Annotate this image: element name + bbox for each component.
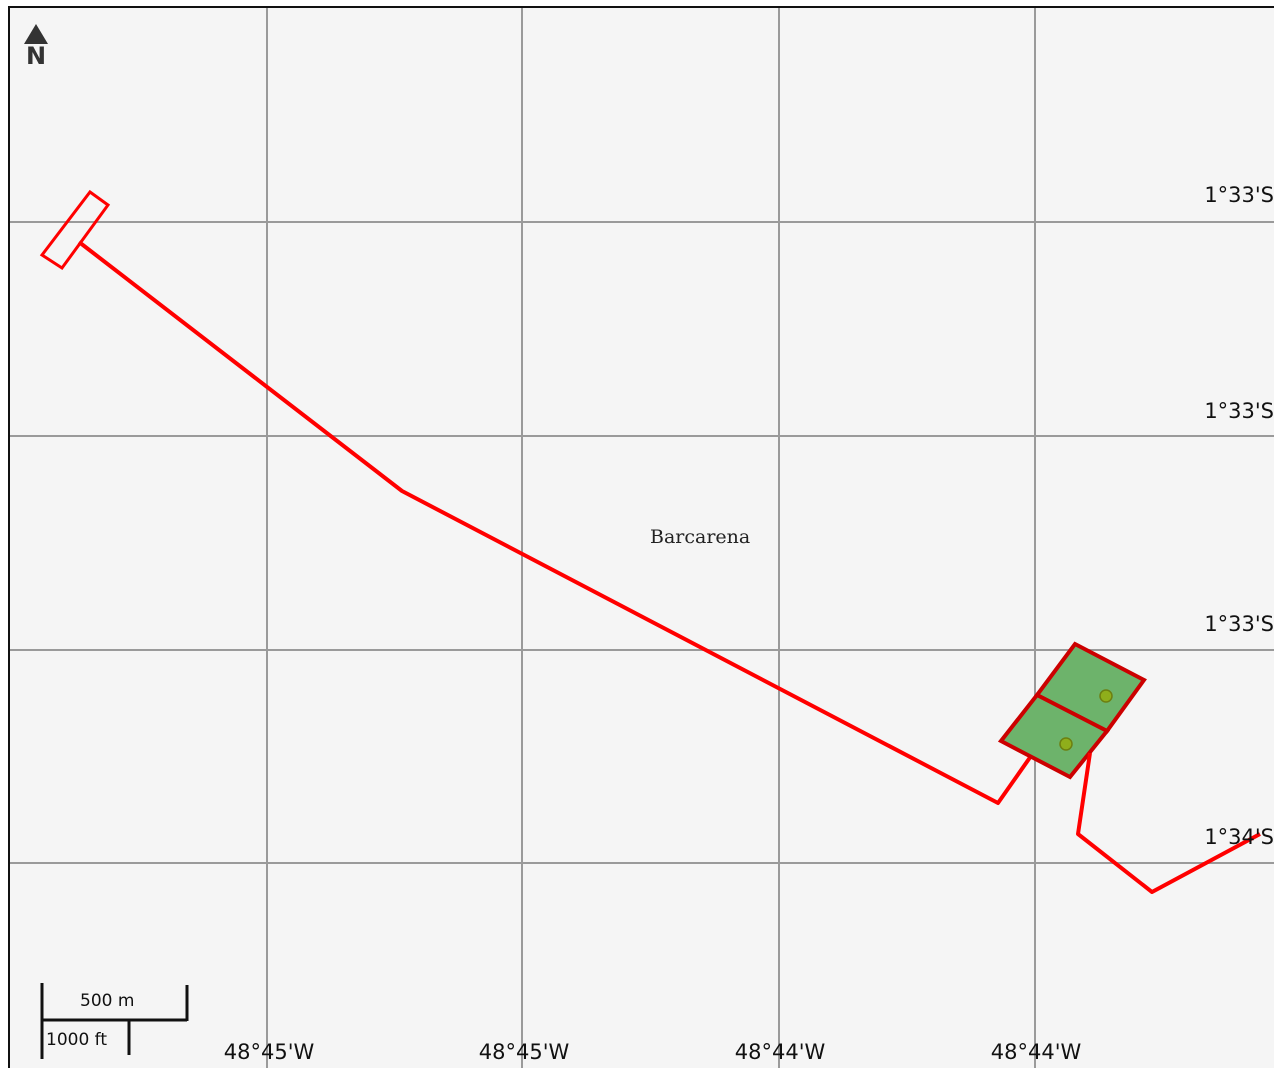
lon-label: 48°44'W	[990, 1040, 1082, 1064]
lon-label: 48°44'W	[734, 1040, 826, 1064]
lat-label: 1°33'S	[1204, 399, 1274, 423]
scale-bar-graphic	[40, 983, 189, 1059]
scale-imperial-label: 1000 ft	[46, 1030, 108, 1050]
route-line	[77, 240, 1033, 805]
map-drawing	[10, 8, 1274, 1068]
map-canvas[interactable]: N 1°33'S 1°33'S 1°33'S 1°34'S 48°45'W 48…	[8, 6, 1274, 1068]
north-label: N	[25, 42, 47, 70]
lon-label: 48°45'W	[478, 1040, 570, 1064]
north-arrow-icon	[24, 24, 48, 44]
lat-label: 1°33'S	[1204, 612, 1274, 636]
route-line-east	[1076, 752, 1261, 894]
lat-label: 1°33'S	[1204, 183, 1274, 207]
place-label: Barcarena	[650, 526, 751, 548]
start-parcel-outline	[39, 189, 111, 271]
site-marker	[1099, 689, 1113, 703]
north-arrow: N	[22, 22, 52, 74]
parcel-lower	[997, 692, 1111, 780]
site-marker	[1059, 737, 1073, 751]
scale-bar: 500 m 1000 ft	[40, 983, 200, 1063]
lon-label: 48°45'W	[223, 1040, 315, 1064]
lat-label: 1°34'S	[1204, 825, 1274, 849]
scale-metric-label: 500 m	[80, 991, 135, 1011]
graticule	[10, 8, 1274, 1068]
